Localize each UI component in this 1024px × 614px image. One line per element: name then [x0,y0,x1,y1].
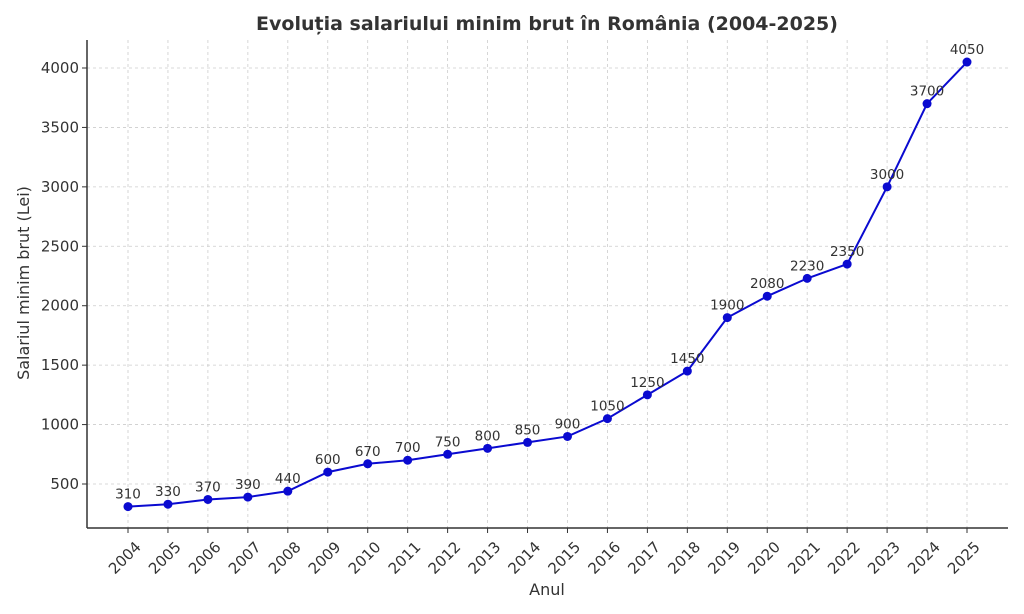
x-tick-label: 2019 [704,538,744,578]
y-axis-label: Salariul minim brut (Lei) [14,186,33,380]
data-label: 390 [235,477,261,493]
x-tick-label: 2012 [425,538,465,578]
x-tick-label: 2022 [824,538,864,578]
x-tick-label: 2013 [465,538,505,578]
data-point [323,467,333,477]
x-tick-label: 2011 [385,538,425,578]
data-point [682,366,692,376]
data-label: 1250 [630,375,664,391]
y-tick-label: 3000 [41,178,79,196]
y-tick-label: 1500 [41,356,79,374]
x-tick-label: 2009 [305,538,345,578]
x-tick-label: 2025 [944,538,984,578]
data-label: 800 [475,428,501,444]
data-label: 1450 [670,351,704,367]
data-label: 900 [555,416,581,432]
y-tick-label: 2000 [41,297,79,315]
data-point [842,259,852,269]
data-point [602,414,612,424]
data-point [882,182,892,192]
data-point [123,502,133,512]
x-axis-label: Anul [529,580,565,599]
y-tick-label: 1000 [41,416,79,434]
y-tick-label: 2500 [41,237,79,255]
x-tick-label: 2024 [904,538,944,578]
x-tick-label: 2017 [624,538,664,578]
x-tick-label: 2014 [505,538,545,578]
data-point [562,431,572,441]
data-point [243,492,253,502]
data-label: 3700 [910,84,944,100]
data-label: 750 [435,434,461,450]
data-label: 670 [355,444,381,460]
x-tick-label: 2005 [145,538,185,578]
data-label: 2350 [830,244,864,260]
x-tick-label: 2018 [664,538,704,578]
x-tick-label: 2023 [864,538,904,578]
data-label: 600 [315,452,341,468]
x-tick-label: 2016 [584,538,624,578]
data-label: 3000 [870,167,904,183]
data-label: 330 [155,484,181,500]
data-label: 2230 [790,258,824,274]
x-tick-label: 2010 [345,538,385,578]
data-label: 850 [515,422,541,438]
x-tick-label: 2008 [265,538,305,578]
x-tick-label: 2020 [744,538,784,578]
x-tick-label: 2004 [105,538,145,578]
data-point [363,459,373,469]
data-label: 310 [115,487,141,503]
data-point [922,99,932,109]
data-point [642,390,652,400]
data-point [283,486,293,496]
data-point [443,449,453,459]
x-tick-label: 2021 [784,538,824,578]
data-label: 1900 [710,298,744,314]
data-label: 370 [195,479,221,495]
data-label: 4050 [950,42,984,58]
x-tick-label: 2006 [185,538,225,578]
y-tick-label: 500 [50,475,79,493]
series-line [127,61,968,508]
data-point [722,313,732,323]
data-point [762,291,772,301]
data-label: 1050 [590,399,624,415]
y-tick-label: 3500 [41,118,79,136]
data-point [962,57,972,67]
data-point [523,437,533,447]
y-tick-label: 4000 [41,59,79,77]
data-label: 440 [275,471,301,487]
data-label: 2080 [750,276,784,292]
data-point [403,455,413,465]
data-point [163,499,173,509]
x-tick-label: 2007 [225,538,265,578]
chart-title: Evoluția salariului minim brut în Români… [256,13,838,35]
data-label: 700 [395,440,421,456]
data-point [203,494,213,504]
x-tick-label: 2015 [544,538,584,578]
data-point [802,273,812,283]
data-point [483,443,493,453]
